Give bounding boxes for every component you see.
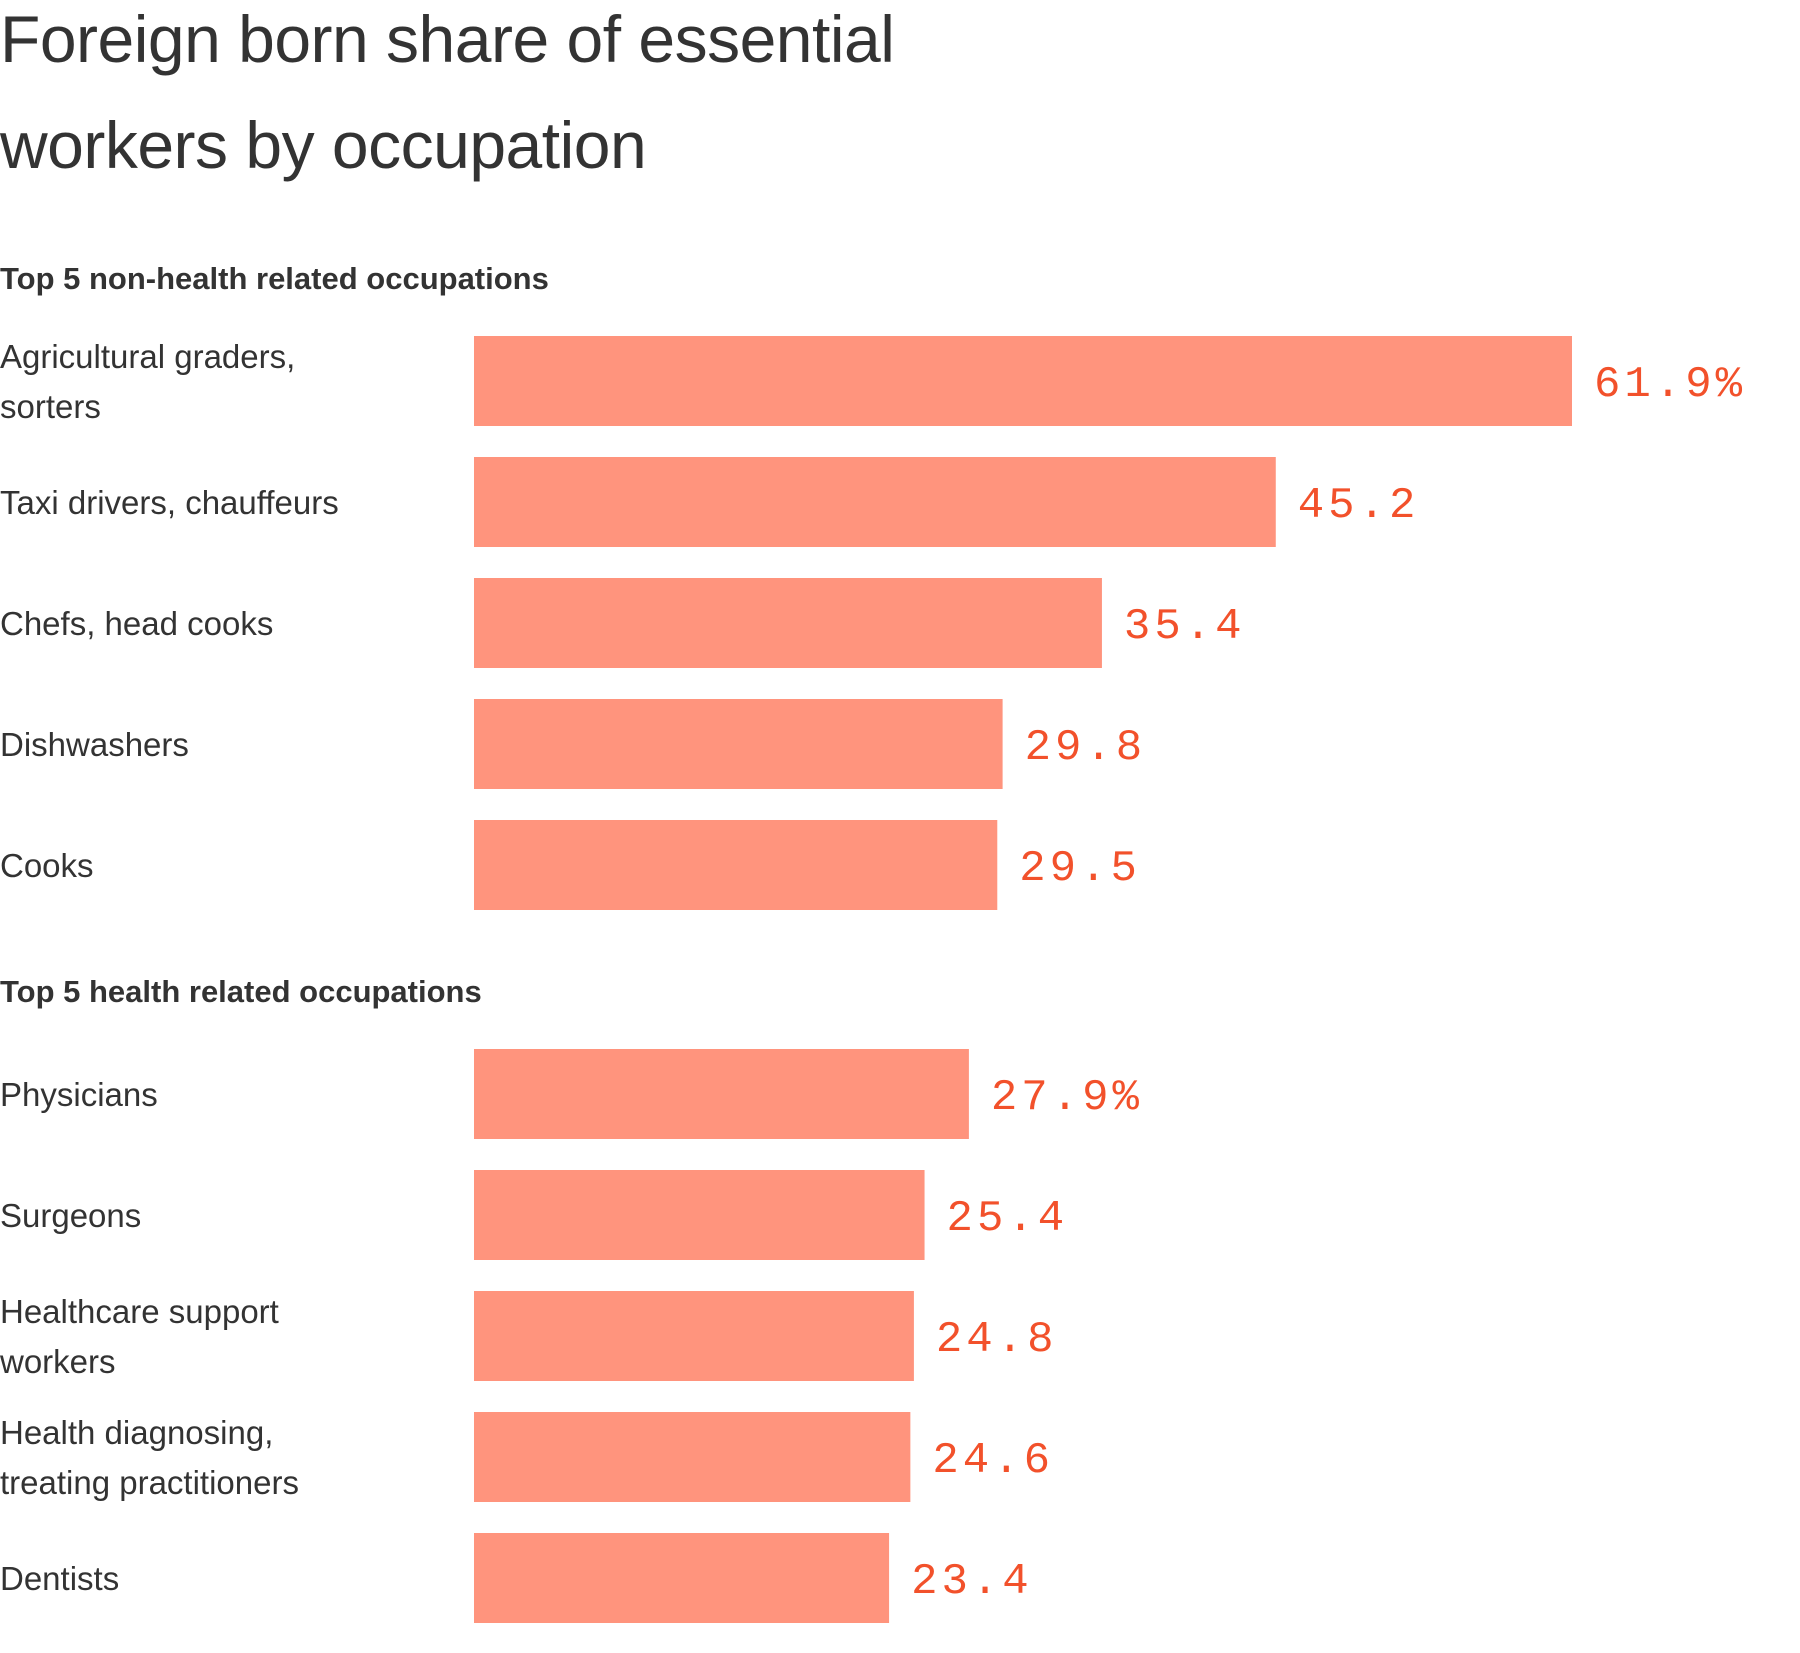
category-label: Taxi drivers, chauffeurs (0, 484, 339, 521)
category-label-line: Healthcare support (0, 1293, 279, 1330)
chart-title-line-1: Foreign born share of essential (0, 2, 894, 76)
category-label: Health diagnosing, treating practitioners (0, 1414, 299, 1501)
category-label: Dishwashers (0, 726, 189, 763)
value-label: 45.2 (1298, 481, 1420, 531)
category-label: Dentists (0, 1560, 119, 1597)
bar-row: Dishwashers 29.8 (0, 699, 1147, 789)
value-label: 24.8 (936, 1315, 1058, 1365)
value-label: 29.8 (1025, 723, 1147, 773)
bar (474, 1412, 911, 1502)
category-label: Healthcare support workers (0, 1293, 279, 1380)
category-label-line: treating practitioners (0, 1464, 299, 1501)
bar (474, 457, 1276, 547)
bar (474, 1291, 914, 1381)
health-group: Top 5 health related occupations Physicia… (0, 974, 1143, 1623)
bar (474, 336, 1572, 426)
bar (474, 578, 1102, 668)
value-label: 61.9% (1594, 360, 1746, 410)
category-label-line: Taxi drivers, chauffeurs (0, 484, 339, 521)
bar-row: Healthcare support workers 24.8 (0, 1291, 1058, 1381)
bar (474, 1533, 890, 1623)
bar-row: Agricultural graders, sorters 61.9% (0, 336, 1746, 426)
category-label-line: sorters (0, 388, 101, 425)
category-label-line: Health diagnosing, (0, 1414, 273, 1451)
bar-row: Surgeons 25.4 (0, 1170, 1069, 1260)
value-label: 29.5 (1019, 844, 1141, 894)
category-label-line: Agricultural graders, (0, 338, 295, 375)
category-label-line: Surgeons (0, 1197, 141, 1234)
bar (474, 1049, 969, 1139)
category-label-line: Cooks (0, 847, 94, 884)
value-label: 25.4 (947, 1194, 1069, 1244)
value-label: 24.6 (932, 1436, 1054, 1486)
bar-row: Chefs, head cooks 35.4 (0, 578, 1246, 668)
section-title: Top 5 health related occupations (0, 974, 482, 1009)
category-label-line: Dishwashers (0, 726, 189, 763)
bar-row: Physicians 27.9% (0, 1049, 1143, 1139)
section-title: Top 5 non-health related occupations (0, 261, 549, 296)
bar (474, 820, 998, 910)
bar (474, 699, 1003, 789)
value-label: 27.9% (991, 1073, 1143, 1123)
bar-groups: Top 5 non-health related occupations Agri… (0, 261, 1746, 1623)
category-label: Physicians (0, 1076, 158, 1113)
category-label-line: Dentists (0, 1560, 119, 1597)
bar-row: Dentists 23.4 (0, 1533, 1033, 1623)
bar-row: Cooks 29.5 (0, 820, 1141, 910)
chart-title-line-2: workers by occupation (0, 108, 646, 182)
category-label-line: Chefs, head cooks (0, 605, 273, 642)
bar-row: Health diagnosing, treating practitioners… (0, 1412, 1054, 1502)
category-label: Surgeons (0, 1197, 141, 1234)
bar (474, 1170, 925, 1260)
value-label: 23.4 (911, 1557, 1033, 1607)
category-label-line: Physicians (0, 1076, 158, 1113)
category-label: Agricultural graders, sorters (0, 338, 295, 425)
non-health-group: Top 5 non-health related occupations Agri… (0, 261, 1746, 910)
category-label: Cooks (0, 847, 94, 884)
chart-title: Foreign born share of essential workers … (0, 2, 895, 182)
value-label: 35.4 (1124, 602, 1246, 652)
bar-row: Taxi drivers, chauffeurs 45.2 (0, 457, 1420, 547)
category-label-line: workers (0, 1343, 116, 1380)
category-label: Chefs, head cooks (0, 605, 273, 642)
